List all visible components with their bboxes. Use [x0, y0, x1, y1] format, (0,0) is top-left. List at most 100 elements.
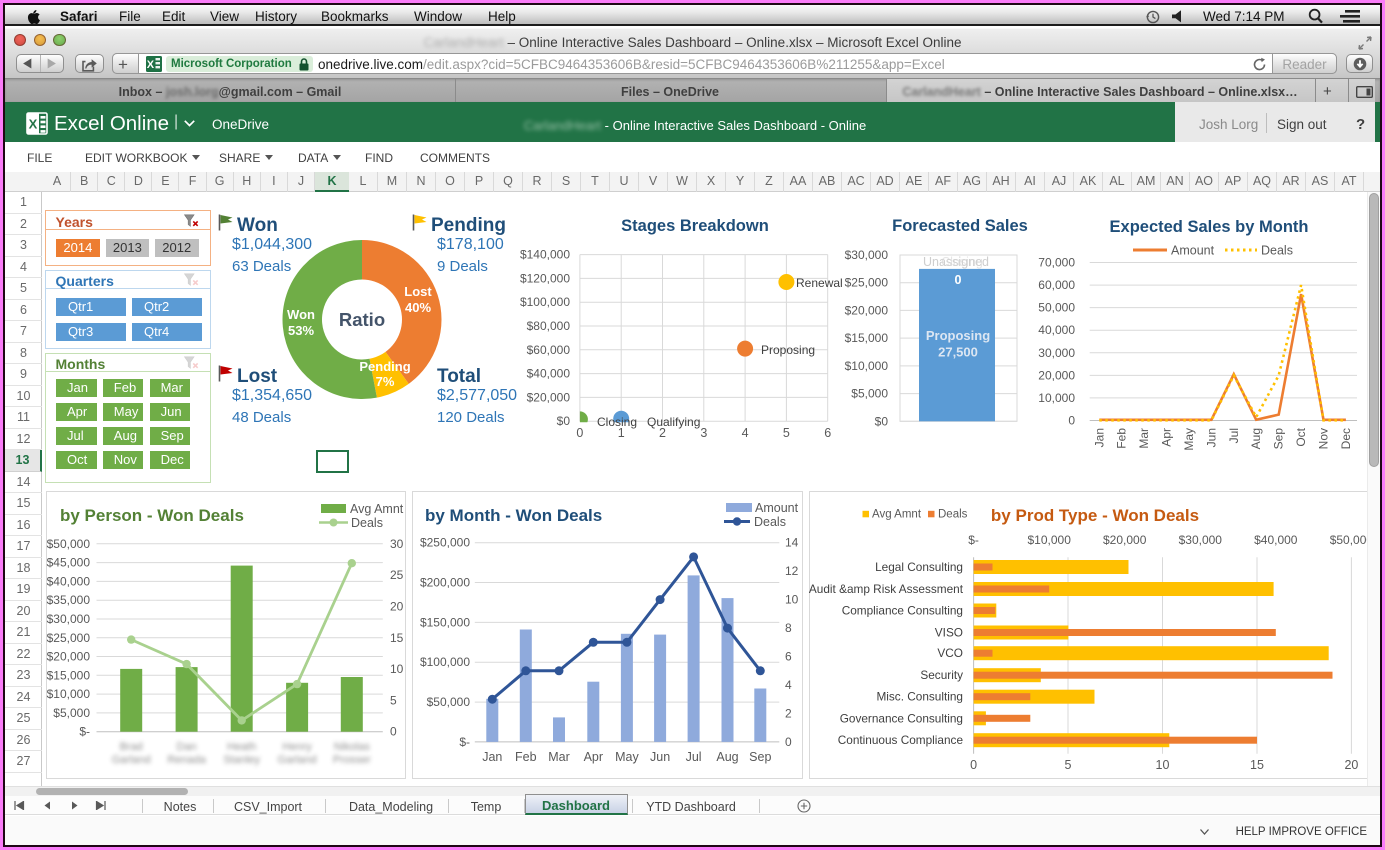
svg-text:Governance Consulting: Governance Consulting	[840, 711, 963, 725]
svg-text:Legal Consulting: Legal Consulting	[875, 560, 963, 574]
svg-text:Jun: Jun	[650, 750, 670, 764]
svg-text:$50,000: $50,000	[1330, 533, 1374, 547]
svg-text:Security: Security	[920, 668, 963, 682]
svg-text:4: 4	[742, 426, 749, 440]
svg-text:Deals: Deals	[1261, 244, 1293, 258]
svg-text:0: 0	[970, 758, 977, 772]
svg-text:0: 0	[576, 426, 583, 440]
svg-text:$30,000: $30,000	[845, 248, 889, 262]
svg-text:$0: $0	[557, 414, 571, 428]
svg-text:Pending: Pending	[359, 359, 410, 374]
svg-text:Won: Won	[287, 307, 315, 322]
svg-text:0: 0	[955, 273, 962, 287]
svg-text:X: X	[147, 59, 155, 71]
svg-text:2: 2	[659, 426, 666, 440]
svg-text:7%: 7%	[376, 374, 395, 389]
svg-text:10: 10	[1156, 758, 1170, 772]
svg-text:by Prod Type - Won Deals: by Prod Type - Won Deals	[991, 506, 1199, 525]
svg-text:$30,000: $30,000	[1179, 533, 1223, 547]
svg-text:12: 12	[785, 564, 799, 578]
svg-text:$60,000: $60,000	[527, 343, 571, 357]
svg-text:$5,000: $5,000	[53, 706, 90, 720]
svg-text:by Person - Won Deals: by Person - Won Deals	[60, 506, 244, 525]
svg-text:30,000: 30,000	[1038, 346, 1075, 360]
svg-text:20,000: 20,000	[1038, 368, 1075, 382]
svg-text:$35,000: $35,000	[47, 593, 91, 607]
svg-text:0: 0	[785, 735, 792, 749]
svg-text:3: 3	[700, 426, 707, 440]
svg-text:Compliance Consulting: Compliance Consulting	[842, 604, 963, 618]
svg-text:$15,000: $15,000	[47, 668, 91, 682]
svg-text:$25,000: $25,000	[47, 631, 91, 645]
svg-text:$20,000: $20,000	[1103, 533, 1147, 547]
svg-text:Closing: Closing	[597, 415, 637, 429]
svg-text:5: 5	[390, 693, 397, 707]
svg-text:Mar: Mar	[1137, 428, 1151, 449]
svg-text:Expected Sales by Month: Expected Sales by Month	[1110, 218, 1309, 236]
svg-text:1: 1	[618, 426, 625, 440]
svg-text:$40,000: $40,000	[47, 574, 91, 588]
svg-text:50,000: 50,000	[1038, 301, 1075, 315]
svg-text:Avg Amnt: Avg Amnt	[350, 502, 404, 516]
svg-text:5: 5	[1065, 758, 1072, 772]
svg-text:40,000: 40,000	[1038, 323, 1075, 337]
svg-text:$50,000: $50,000	[47, 537, 91, 551]
svg-text:$50,000: $50,000	[427, 695, 471, 709]
svg-text:VISO: VISO	[935, 626, 963, 640]
svg-text:May: May	[1182, 428, 1196, 451]
svg-text:$15,000: $15,000	[845, 331, 889, 345]
svg-text:Proposing: Proposing	[926, 328, 990, 343]
svg-text:10,000: 10,000	[1038, 391, 1075, 405]
svg-text:8: 8	[785, 621, 792, 635]
svg-text:$-: $-	[459, 735, 470, 749]
svg-text:$100,000: $100,000	[520, 295, 570, 309]
svg-text:Audit &amp Risk Assessment: Audit &amp Risk Assessment	[809, 582, 964, 596]
svg-text:Apr: Apr	[1160, 428, 1174, 447]
svg-text:15: 15	[390, 631, 404, 645]
svg-text:Jan: Jan	[482, 750, 502, 764]
svg-text:Deals: Deals	[754, 515, 786, 529]
svg-text:70,000: 70,000	[1038, 256, 1075, 270]
svg-text:14: 14	[785, 536, 799, 550]
svg-text:by Month - Won Deals: by Month - Won Deals	[425, 506, 602, 525]
svg-text:Stages Breakdown: Stages Breakdown	[621, 217, 769, 235]
svg-text:Mar: Mar	[548, 750, 570, 764]
svg-text:May: May	[615, 750, 639, 764]
svg-text:Misc. Consulting: Misc. Consulting	[876, 690, 963, 704]
svg-text:Continuous Compliance: Continuous Compliance	[838, 733, 964, 747]
svg-text:6: 6	[824, 426, 831, 440]
svg-text:$20,000: $20,000	[47, 650, 91, 664]
svg-text:$20,000: $20,000	[845, 303, 889, 317]
svg-text:$-: $-	[79, 725, 90, 739]
svg-text:Deals: Deals	[351, 516, 383, 530]
svg-text:Aug: Aug	[1249, 428, 1263, 449]
svg-text:30: 30	[390, 537, 404, 551]
svg-text:27,500: 27,500	[938, 345, 978, 360]
svg-text:Oct: Oct	[1294, 427, 1308, 446]
svg-text:Amount: Amount	[755, 501, 799, 515]
svg-text:Qualifying: Qualifying	[647, 415, 700, 429]
svg-text:Apr: Apr	[584, 750, 603, 764]
svg-text:$-: $-	[968, 533, 979, 547]
svg-text:Lost: Lost	[404, 284, 432, 299]
svg-text:$40,000: $40,000	[527, 367, 571, 381]
svg-text:X: X	[29, 117, 38, 132]
svg-text:$120,000: $120,000	[520, 271, 570, 285]
svg-text:Jul: Jul	[686, 750, 702, 764]
svg-text:Nov: Nov	[1317, 428, 1331, 449]
svg-text:0: 0	[1068, 414, 1075, 428]
svg-text:Unassigned: Unassigned	[923, 255, 989, 269]
svg-text:$25,000: $25,000	[845, 276, 889, 290]
svg-text:Jan: Jan	[1092, 428, 1106, 447]
svg-text:Aug: Aug	[716, 750, 738, 764]
svg-text:Deals: Deals	[938, 509, 968, 521]
svg-text:$20,000: $20,000	[527, 390, 571, 404]
svg-text:2: 2	[785, 706, 792, 720]
svg-text:$200,000: $200,000	[420, 576, 470, 590]
svg-text:Sep: Sep	[1272, 428, 1286, 450]
svg-text:$250,000: $250,000	[420, 536, 470, 550]
svg-text:Amount: Amount	[1171, 244, 1215, 258]
svg-text:Closing: Closing	[941, 255, 983, 269]
svg-text:10: 10	[390, 662, 404, 676]
svg-text:Ratio: Ratio	[339, 309, 385, 330]
